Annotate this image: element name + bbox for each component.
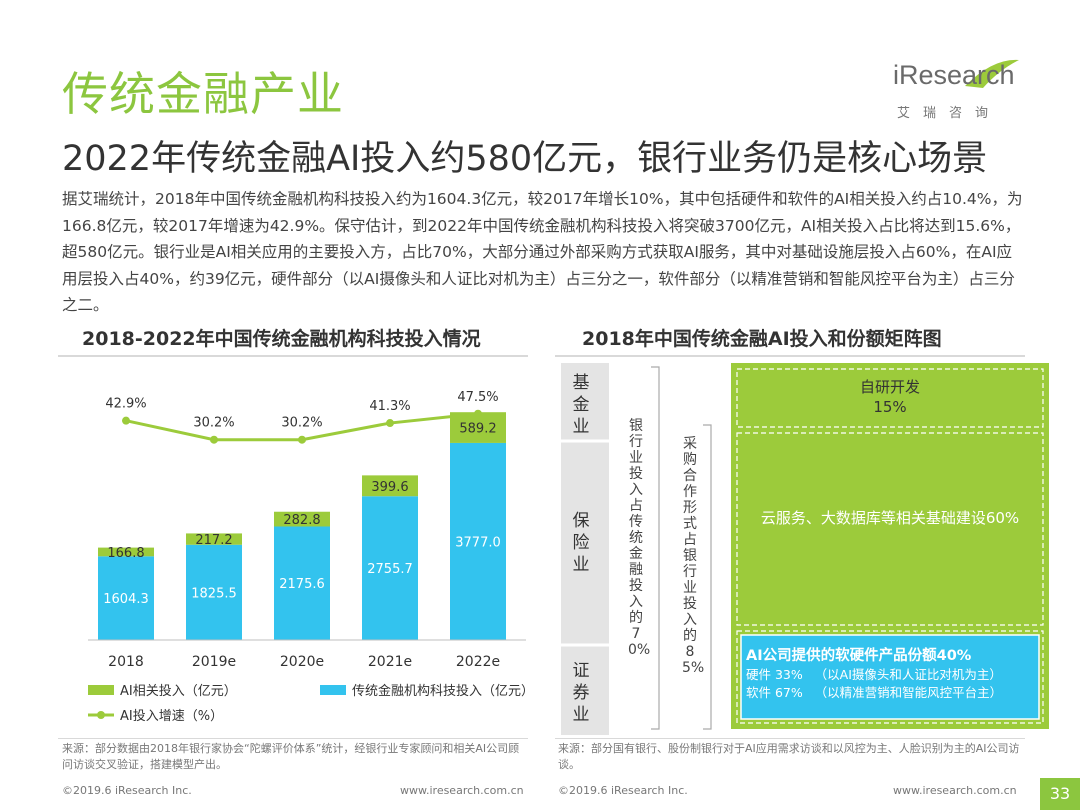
purchase-share-note: 采购合作形式占银行业投入的85%	[682, 436, 705, 676]
bar-tech-2022e	[450, 442, 506, 640]
bar-label-ai-2022e: 589.2	[459, 422, 496, 437]
x-tick-2022e: 2022e	[456, 654, 500, 670]
industry-column-bg	[561, 363, 609, 735]
growth-point-2021e	[386, 419, 394, 428]
page-number: 33	[1040, 778, 1080, 810]
purchase-bracket	[703, 424, 712, 730]
growth-label-2018: 42.9%	[105, 397, 146, 412]
bar-label-tech-2022e: 3777.0	[455, 535, 501, 550]
growth-label-2022e: 47.5%	[457, 390, 498, 405]
footer-url-right[interactable]: www.iresearch.com.cn	[893, 784, 1017, 797]
x-tick-2021e: 2021e	[368, 654, 412, 670]
legend-label-tech: 传统金融机构科技投入（亿元）	[352, 683, 534, 699]
bar-ai-2018	[98, 547, 154, 557]
page-headline: 2022年传统金融AI投入约580亿元，银行业务仍是核心场景	[62, 139, 988, 179]
legend-swatch-growth-dot	[97, 711, 105, 719]
growth-point-2018	[122, 416, 130, 425]
bar-ai-2021e	[362, 475, 418, 497]
growth-point-2019e	[210, 435, 218, 444]
left-chart-source: 来源：部分数据由2018年银行家协会“陀螺评价体系”统计，经银行业专家顾问和相关…	[62, 742, 520, 771]
growth-label-2021e: 41.3%	[369, 399, 410, 414]
bar-tech-2020e	[274, 526, 330, 640]
right-chart-title: 2018年中国传统金融AI投入和份额矩阵图	[582, 328, 942, 350]
ai-box-outer	[736, 630, 1044, 724]
self-dev-box	[736, 368, 1044, 428]
bank-bracket	[651, 366, 660, 730]
section-title: 传统金融产业	[62, 67, 344, 121]
ai-hardware-line: 硬件 33% （以AI摄像头和人证比对机为主）	[746, 667, 1002, 682]
x-tick-2019e: 2019e	[192, 654, 236, 670]
bar-label-tech-2021e: 2755.7	[367, 562, 413, 577]
right-source-divider	[555, 738, 1025, 739]
bar-tech-2018	[98, 556, 154, 640]
bar-label-ai-2021e: 399.6	[371, 480, 408, 495]
right-chart-divider	[555, 355, 1025, 357]
legend-label-growth: AI投入增速（%）	[120, 708, 223, 724]
bar-tech-2019e	[186, 544, 242, 640]
cloud-label: 云服务、大数据库等相关基础建设60%	[760, 509, 1020, 527]
ai-products-label: AI公司提供的软硬件产品份额40% 硬件 33% （以AI摄像头和人证比对机为主…	[746, 646, 1036, 702]
ai-products-title: AI公司提供的软硬件产品份额40%	[746, 648, 972, 664]
insurance-industry-label: 保险业	[572, 511, 590, 575]
bar-label-tech-2020e: 2175.6	[279, 577, 325, 592]
growth-point-2020e	[298, 435, 306, 444]
left-source-divider	[58, 738, 528, 739]
logo-subtitle: 艾瑞咨询	[897, 106, 1002, 121]
bar-label-ai-2020e: 282.8	[283, 513, 320, 528]
bar-label-tech-2019e: 1825.5	[191, 586, 237, 601]
footer-copyright-right: ©2019.6 iResearch Inc.	[558, 784, 688, 797]
legend-swatch-tech	[320, 685, 346, 695]
iresearch-logo: iResearch 艾瑞咨询	[893, 59, 1023, 124]
bar-label-ai-2018: 166.8	[107, 546, 144, 561]
growth-point-2022e	[474, 409, 482, 418]
x-tick-2018: 2018	[108, 654, 144, 670]
x-tick-2020e: 2020e	[280, 654, 324, 670]
footer-url-left[interactable]: www.iresearch.com.cn	[400, 784, 524, 797]
growth-label-2019e: 30.2%	[193, 416, 234, 431]
self-dev-pct: 15%	[873, 398, 907, 416]
bar-ai-2020e	[274, 511, 330, 527]
logo-swoosh-icon	[965, 59, 1019, 88]
legend-label-ai: AI相关投入（亿元）	[120, 683, 237, 699]
cloud-box	[736, 432, 1044, 626]
right-chart-source: 来源：部分国有银行、股份制银行对于AI应用需求访谈和以风控为主、人脸识别为主的A…	[558, 742, 1020, 771]
bar-tech-2021e	[362, 496, 418, 640]
body-paragraph: 据艾瑞统计，2018年中国传统金融机构科技投入约为1604.3亿元，较2017年…	[62, 190, 1023, 314]
self-dev-label: 自研开发 15%	[737, 377, 1043, 417]
ai-products-box	[740, 634, 1040, 720]
footer-copyright-left: ©2019.6 iResearch Inc.	[62, 784, 192, 797]
matrix-diagram	[561, 363, 1049, 735]
ai-software-line: 软件 67% （以精准营销和智能风控平台主）	[746, 685, 1003, 700]
bar-label-ai-2019e: 217.2	[195, 533, 232, 548]
bar-ai-2019e	[186, 533, 242, 545]
left-chart-divider	[58, 355, 528, 357]
bank-share-note: 银行业投入占传统金融投入的70%	[628, 418, 651, 658]
self-dev-name: 自研开发	[859, 378, 920, 396]
left-chart: 1604.3 166.8 1825.5 217.2 2175.6 282.8 2755.7 3…	[88, 390, 534, 724]
bar-label-tech-2018: 1604.3	[103, 592, 149, 607]
growth-label-2020e: 30.2%	[281, 416, 322, 431]
legend-swatch-ai	[88, 685, 114, 695]
left-chart-title: 2018-2022年中国传统金融机构科技投入情况	[82, 328, 481, 350]
fund-industry-label: 基金业	[572, 373, 590, 437]
logo-text: iResearch	[893, 60, 1015, 90]
securities-industry-label: 证券业	[572, 661, 590, 725]
